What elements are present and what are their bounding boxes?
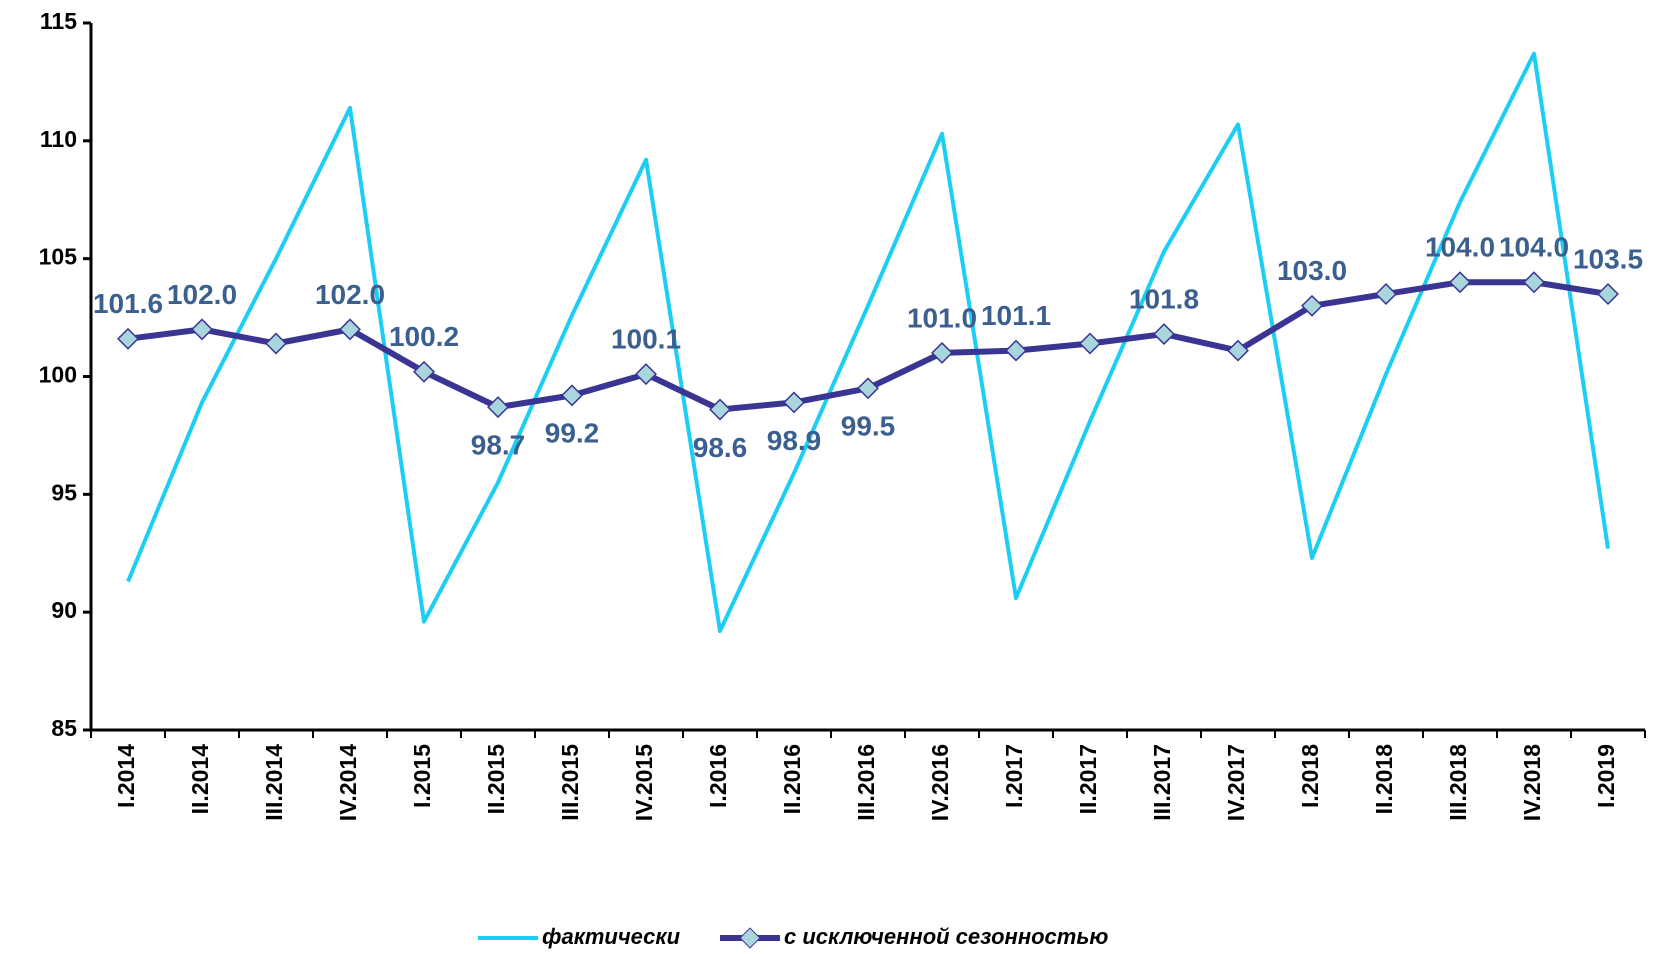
marker <box>1375 283 1397 305</box>
marker <box>1079 332 1101 355</box>
y-tick-label: 110 <box>40 126 77 152</box>
data-label: 103.0 <box>1277 255 1347 286</box>
legend-label: с исключенной сезонностью <box>784 924 1108 949</box>
x-tick-label: III.2018 <box>1445 744 1471 821</box>
marker <box>117 327 139 350</box>
x-tick-label: II.2017 <box>1075 744 1101 814</box>
marker <box>413 360 435 383</box>
marker <box>709 398 731 421</box>
x-tick-label: II.2014 <box>187 744 213 815</box>
y-tick-label: 100 <box>39 362 77 388</box>
marker <box>1597 283 1619 305</box>
marker <box>1449 271 1471 294</box>
line-0 <box>126 51 1610 634</box>
data-label: 99.5 <box>841 411 896 442</box>
data-label: 103.5 <box>1573 243 1643 274</box>
data-label: 98.6 <box>693 432 748 463</box>
x-tick-label: IV.2014 <box>335 744 361 821</box>
marker <box>857 377 879 400</box>
data-label: 102.0 <box>167 279 237 310</box>
y-tick-label: 85 <box>51 715 77 741</box>
x-tick-label: I.2018 <box>1297 744 1323 808</box>
x-tick-label: III.2017 <box>1149 744 1175 821</box>
marker <box>1301 294 1323 317</box>
marker <box>1523 271 1545 294</box>
x-tick-label: I.2016 <box>705 744 731 808</box>
x-tick-label: IV.2018 <box>1519 744 1545 821</box>
data-label: 99.2 <box>545 418 600 449</box>
marker <box>339 318 361 341</box>
legend-marker <box>739 927 761 949</box>
marker <box>265 332 287 355</box>
x-tick-label: III.2015 <box>557 744 583 821</box>
x-tick-label: II.2016 <box>779 744 805 814</box>
y-tick-label: 115 <box>40 8 77 34</box>
x-tick-label: I.2019 <box>1593 744 1619 808</box>
marker <box>931 341 953 364</box>
marker <box>487 396 509 419</box>
x-tick-label: I.2017 <box>1001 744 1027 808</box>
data-label: 104.0 <box>1499 232 1569 263</box>
x-tick-label: IV.2016 <box>927 744 953 821</box>
marker <box>561 384 583 407</box>
y-tick-label: 95 <box>51 479 77 505</box>
marker <box>191 318 213 341</box>
x-tick-label: I.2014 <box>113 744 139 808</box>
marker <box>1227 339 1249 362</box>
x-tick-label: IV.2015 <box>631 744 657 821</box>
y-tick-label: 105 <box>39 244 78 270</box>
data-label: 101.6 <box>93 288 163 319</box>
data-label: 102.0 <box>315 279 385 310</box>
data-label: 100.2 <box>389 321 459 352</box>
marker <box>783 391 805 414</box>
x-tick-label: III.2014 <box>261 744 287 821</box>
x-tick-label: II.2015 <box>483 744 509 815</box>
data-label: 104.0 <box>1425 232 1495 263</box>
data-label: 100.1 <box>611 324 681 355</box>
x-tick-label: II.2018 <box>1371 744 1397 815</box>
data-label: 98.7 <box>471 430 526 461</box>
y-tick-label: 90 <box>51 597 77 623</box>
x-tick-label: III.2016 <box>853 744 879 821</box>
legend-label: фактически <box>542 924 681 949</box>
marker <box>1153 323 1175 346</box>
marker <box>635 363 657 386</box>
data-label: 101.8 <box>1129 283 1199 314</box>
data-label: 101.1 <box>981 300 1051 331</box>
marker <box>1005 339 1027 362</box>
data-label: 101.0 <box>907 302 977 333</box>
x-tick-label: I.2015 <box>409 744 435 808</box>
data-label: 98.9 <box>767 425 822 456</box>
x-tick-label: IV.2017 <box>1223 744 1249 821</box>
